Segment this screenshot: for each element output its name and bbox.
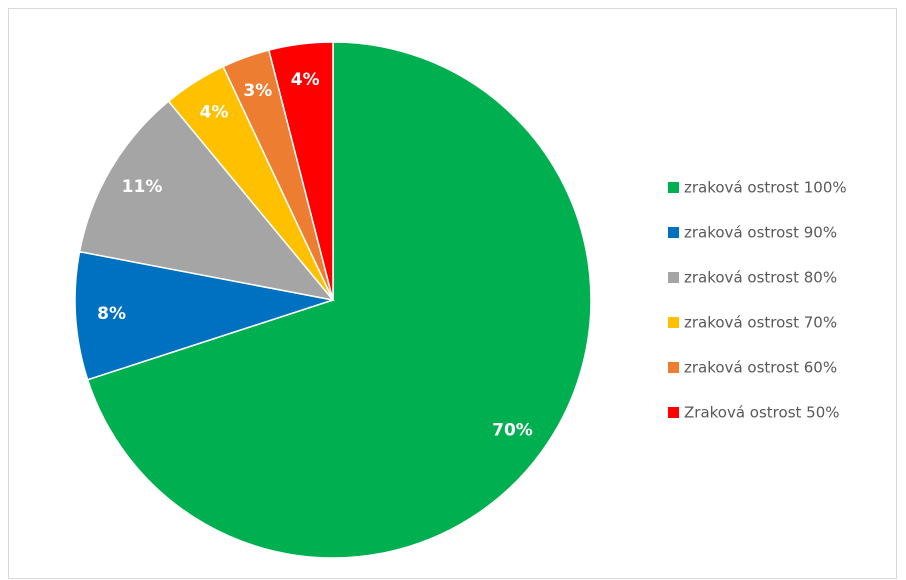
legend-label: zraková ostrost 60% <box>684 359 837 377</box>
pie-slice <box>86 41 592 559</box>
data-label: 70% <box>492 420 533 440</box>
data-label: 4% <box>200 103 229 123</box>
legend-swatch <box>668 227 679 238</box>
legend-label: zraková ostrost 70% <box>684 314 837 332</box>
legend-label: zraková ostrost 80% <box>684 269 837 287</box>
legend-label: zraková ostrost 90% <box>684 224 837 242</box>
data-label: 11% <box>122 177 163 197</box>
data-label: 8% <box>97 304 126 324</box>
legend-label: Zraková ostrost 50% <box>684 404 840 422</box>
legend-label: zraková ostrost 100% <box>684 179 847 197</box>
data-label: 4% <box>291 70 320 90</box>
legend-swatch <box>668 362 679 373</box>
legend-swatch <box>668 272 679 283</box>
pie-slice <box>74 250 334 381</box>
legend-swatch <box>668 317 679 328</box>
legend-swatch <box>668 182 679 193</box>
legend-swatch <box>668 407 679 418</box>
data-label: 3% <box>243 81 272 101</box>
pie-slice <box>78 100 335 302</box>
pie-slice <box>267 41 334 301</box>
